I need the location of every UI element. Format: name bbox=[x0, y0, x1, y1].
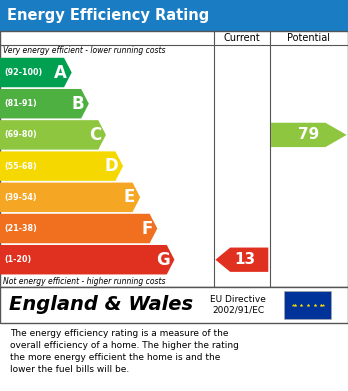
Text: (92-100): (92-100) bbox=[4, 68, 42, 77]
Text: (39-54): (39-54) bbox=[4, 193, 37, 202]
Text: F: F bbox=[141, 219, 152, 237]
Text: Current: Current bbox=[223, 33, 260, 43]
Text: B: B bbox=[71, 95, 84, 113]
Polygon shape bbox=[0, 89, 89, 118]
Text: Potential: Potential bbox=[287, 33, 330, 43]
Text: The energy efficiency rating is a measure of the
overall efficiency of a home. T: The energy efficiency rating is a measur… bbox=[10, 329, 239, 374]
Text: (69-80): (69-80) bbox=[4, 131, 37, 140]
Text: E: E bbox=[124, 188, 135, 206]
Text: (81-91): (81-91) bbox=[4, 99, 37, 108]
Text: England & Wales: England & Wales bbox=[9, 296, 193, 314]
Polygon shape bbox=[0, 120, 106, 150]
Text: A: A bbox=[54, 63, 67, 81]
Polygon shape bbox=[0, 214, 157, 243]
Text: EU Directive
2002/91/EC: EU Directive 2002/91/EC bbox=[211, 295, 266, 315]
Text: C: C bbox=[89, 126, 101, 144]
Bar bbox=[0, 31, 348, 287]
Text: D: D bbox=[104, 157, 118, 175]
Text: Very energy efficient - lower running costs: Very energy efficient - lower running co… bbox=[3, 47, 166, 56]
Bar bbox=[285, 291, 331, 319]
Polygon shape bbox=[0, 245, 174, 274]
Text: 13: 13 bbox=[235, 252, 256, 267]
Polygon shape bbox=[0, 58, 72, 87]
Polygon shape bbox=[271, 123, 347, 147]
Text: G: G bbox=[156, 251, 169, 269]
Text: 79: 79 bbox=[298, 127, 319, 142]
Text: (21-38): (21-38) bbox=[4, 224, 37, 233]
Text: (1-20): (1-20) bbox=[4, 255, 31, 264]
Bar bbox=[0, 0, 348, 31]
Polygon shape bbox=[0, 183, 140, 212]
Polygon shape bbox=[0, 151, 123, 181]
Polygon shape bbox=[215, 248, 268, 272]
Text: Energy Efficiency Rating: Energy Efficiency Rating bbox=[7, 8, 209, 23]
Text: Not energy efficient - higher running costs: Not energy efficient - higher running co… bbox=[3, 277, 166, 286]
Text: (55-68): (55-68) bbox=[4, 161, 37, 170]
